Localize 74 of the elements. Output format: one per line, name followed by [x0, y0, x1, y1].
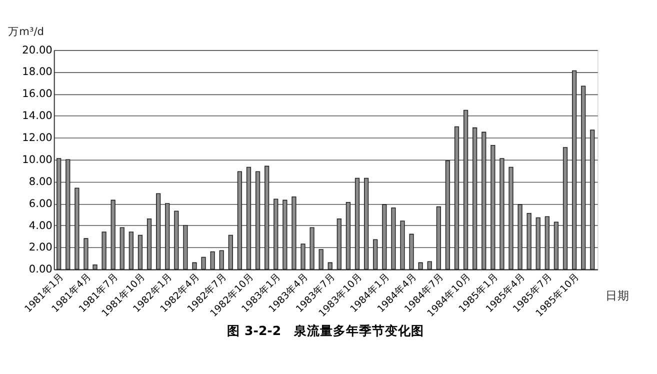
bar: [310, 227, 314, 270]
bar: [56, 158, 62, 270]
bar: [346, 202, 351, 270]
bar: [354, 178, 360, 270]
bar: [445, 160, 450, 270]
bar: [508, 166, 514, 270]
bar: [282, 200, 288, 270]
bar: [436, 206, 441, 270]
bar: [255, 171, 260, 270]
bar: [562, 147, 568, 270]
y-axis-title: 万m³/d: [8, 26, 44, 38]
bar: [427, 261, 432, 270]
bar: [409, 234, 414, 270]
bar: [201, 256, 206, 270]
y-tick-label: 6.00: [28, 198, 53, 210]
bar: [572, 70, 577, 270]
bar: [463, 110, 468, 270]
bar: [526, 212, 532, 270]
bar: [92, 264, 98, 270]
bar: [581, 86, 586, 270]
bar: [391, 207, 396, 270]
y-tick-label: 16.00: [22, 88, 53, 100]
y-tick-label: 12.00: [22, 132, 53, 144]
bar: [472, 127, 478, 270]
bar: [292, 196, 296, 270]
bar: [318, 249, 324, 270]
bar: [454, 126, 460, 270]
bar: [328, 262, 332, 270]
bar: [536, 217, 540, 270]
bar: [237, 171, 242, 270]
y-tick-label: 0.00: [28, 264, 53, 276]
bar: [336, 218, 342, 270]
bar: [84, 238, 88, 270]
bar: [554, 222, 559, 270]
bar: [102, 232, 106, 270]
bar: [66, 159, 70, 270]
bar: [382, 204, 387, 270]
bar: [210, 251, 215, 270]
bar: [156, 193, 161, 270]
bar: [138, 234, 143, 270]
bar: [274, 198, 278, 270]
bar: [228, 234, 233, 270]
bar: [174, 210, 179, 270]
bar: [246, 166, 252, 270]
y-tick-label: 10.00: [22, 154, 53, 166]
bar: [128, 232, 134, 270]
bar: [110, 200, 116, 270]
bar: [373, 239, 378, 270]
bar: [418, 262, 423, 270]
bar: [544, 216, 550, 270]
bar: [400, 220, 405, 270]
text: 图 3-2-2 泉流量多年季节变化图: [227, 322, 424, 338]
bar: [364, 178, 369, 270]
bar: [146, 218, 152, 270]
bar: [74, 188, 80, 270]
y-tick-label: 4.00: [28, 220, 53, 232]
bar: [590, 130, 595, 270]
bar: [300, 244, 306, 270]
y-tick-label: 8.00: [28, 176, 53, 188]
bar: [482, 132, 486, 270]
bar: [192, 262, 197, 270]
bar: [165, 203, 170, 270]
y-tick-label: 20.00: [22, 44, 53, 56]
bar: [264, 166, 270, 270]
bar: [518, 204, 522, 270]
bar: [219, 250, 224, 270]
bar: [183, 225, 188, 270]
bar: [120, 227, 124, 270]
y-tick-label: 18.00: [22, 66, 53, 78]
y-tick-label: 14.00: [22, 110, 53, 122]
bar: [490, 144, 496, 270]
y-tick-label: 2.00: [28, 242, 53, 254]
x-axis-title: 日期: [606, 288, 630, 303]
bar: [500, 158, 504, 270]
